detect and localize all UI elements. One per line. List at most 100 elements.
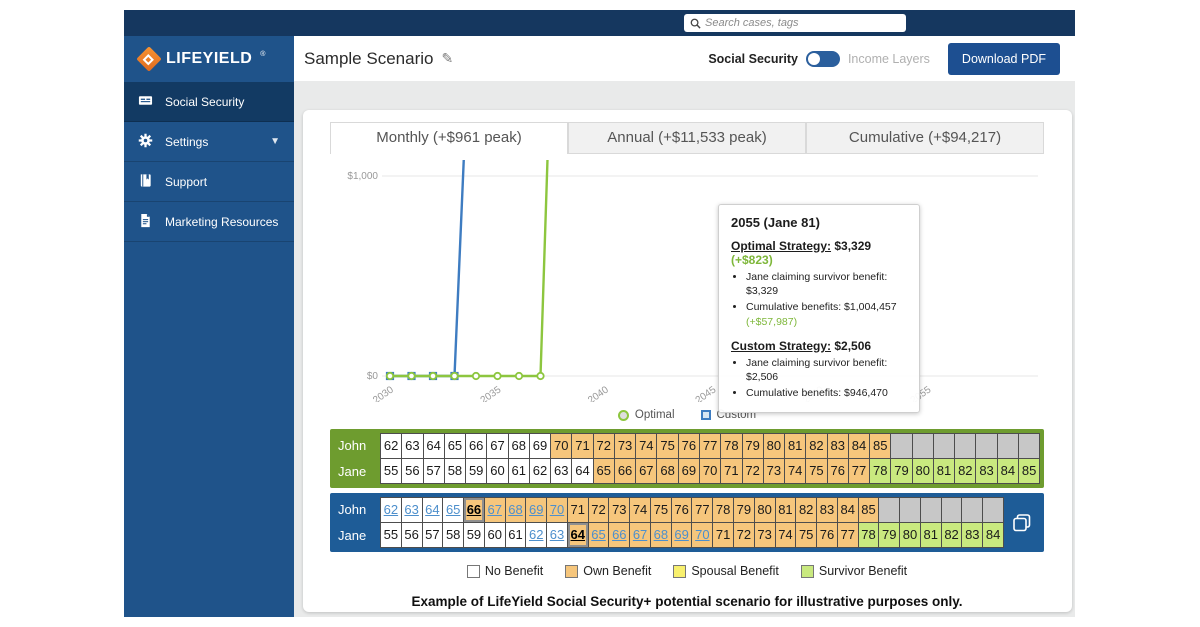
age-cell: 58 (442, 522, 465, 548)
age-cell: 84 (847, 433, 871, 459)
age-cell[interactable]: 66 (463, 497, 485, 523)
age-cell: 72 (733, 522, 755, 548)
edit-title-icon[interactable]: ✎ (441, 50, 454, 66)
age-cell-empty (890, 433, 913, 459)
optimal-marker-icon (617, 409, 629, 421)
age-cell[interactable]: 70 (546, 497, 568, 523)
age-cell: 71 (566, 497, 589, 523)
age-cell: 66 (613, 458, 637, 484)
benefit-legend-item-own-benefit: Own Benefit (565, 564, 651, 578)
download-pdf-button[interactable]: Download PDF (947, 42, 1060, 75)
search-box[interactable] (684, 14, 906, 32)
age-cell[interactable]: 65 (442, 497, 465, 523)
age-cell[interactable]: 66 (608, 522, 631, 548)
scenario-panel: Monthly (+$961 peak) Annual (+$11,533 pea… (303, 0, 1072, 612)
lifeyield-logo[interactable]: LifeYield ® (124, 36, 294, 82)
age-cell: 78 (857, 522, 880, 548)
age-cell[interactable]: 68 (649, 522, 672, 548)
swatch-icon (565, 564, 579, 578)
age-cell: 82 (795, 497, 818, 523)
age-cell: 77 (847, 458, 871, 484)
age-cell-empty (899, 497, 921, 523)
age-cell[interactable]: 62 (525, 522, 548, 548)
age-cell[interactable]: 69 (670, 522, 693, 548)
sidebar-item-social-security[interactable]: Social Security (124, 82, 294, 122)
age-cell: 61 (504, 522, 527, 548)
tab-annual[interactable]: Annual (+$11,533 peak) (568, 122, 806, 154)
age-cell[interactable]: 62 (380, 497, 402, 523)
custom-age-table: John Jane 62 63 64 65 66 67 68 69 70 71 72 73 74 75 76 77… (330, 493, 1044, 552)
age-cell[interactable]: 63 (546, 522, 568, 548)
document-icon (138, 213, 153, 231)
age-cell: 66 (465, 433, 488, 459)
age-cell: 69 (677, 458, 700, 484)
age-cell: 59 (463, 522, 485, 548)
age-cell[interactable]: 67 (629, 522, 651, 548)
age-cell: 71 (720, 458, 743, 484)
svg-text:$0: $0 (367, 371, 379, 382)
age-cell: 74 (629, 497, 651, 523)
age-cell-empty (1017, 433, 1041, 459)
benefit-legend: No Benefit Own Benefit Spousal Benefit Surv… (330, 564, 1044, 578)
age-cell: 83 (975, 458, 998, 484)
age-cell: 71 (712, 522, 735, 548)
age-cell: 84 (836, 497, 859, 523)
swatch-icon (673, 564, 687, 578)
custom-marker-icon (700, 410, 711, 420)
tooltip-section: Optimal Strategy: $3,329 (+$823)Jane cla… (731, 239, 907, 329)
age-cell: 78 (720, 433, 743, 459)
benefit-legend-item-spousal-benefit: Spousal Benefit (673, 564, 779, 578)
age-cell-empty (940, 497, 963, 523)
age-cell[interactable]: 64 (421, 497, 444, 523)
age-cell: 76 (826, 458, 849, 484)
age-cell: 72 (592, 433, 615, 459)
sidebar-item-label: Settings (165, 134, 209, 149)
age-cell: 76 (670, 497, 693, 523)
top-bar (124, 10, 1075, 36)
age-cell: 77 (691, 497, 714, 523)
age-cell: 80 (899, 522, 921, 548)
age-cell: 68 (507, 433, 530, 459)
page-title: Sample Scenario (304, 48, 434, 68)
sidebar-item-support[interactable]: Support (124, 162, 294, 202)
search-input[interactable] (705, 17, 900, 29)
age-cell: 55 (380, 458, 403, 484)
sidebar-item-marketing-resources[interactable]: Marketing Resources (124, 202, 294, 242)
copy-table-icon[interactable] (1004, 497, 1040, 548)
age-cell: 85 (1017, 458, 1041, 484)
age-cell: 85 (869, 433, 892, 459)
age-cell: 74 (784, 458, 807, 484)
age-cell[interactable]: 64 (566, 522, 589, 548)
sidebar-item-settings[interactable]: Settings ▼ (124, 122, 294, 162)
benefit-chart[interactable]: $0$1,000$2,000$3,000$4,000$5,000$6,00020… (330, 0, 1045, 406)
age-cell: 73 (608, 497, 631, 523)
age-cell[interactable]: 70 (691, 522, 714, 548)
age-cell: 60 (486, 458, 509, 484)
age-cell[interactable]: 69 (525, 497, 548, 523)
age-cell[interactable]: 63 (400, 497, 423, 523)
age-cell[interactable]: 68 (504, 497, 527, 523)
tab-monthly[interactable]: Monthly (+$961 peak) (330, 122, 568, 154)
age-cell: 65 (443, 433, 467, 459)
sidebar-item-label: Social Security (165, 94, 245, 109)
chevron-down-icon: ▼ (270, 136, 280, 147)
age-cell: 57 (421, 522, 444, 548)
page-header: Sample Scenario ✎ Social Security Income… (294, 36, 1075, 81)
age-cell-empty (911, 433, 934, 459)
age-cell[interactable]: 65 (587, 522, 610, 548)
age-cell: 79 (890, 458, 913, 484)
age-cell-empty (954, 433, 977, 459)
age-cell: 62 (380, 433, 403, 459)
age-cell: 80 (911, 458, 934, 484)
tab-cumulative[interactable]: Cumulative (+$94,217) (806, 122, 1044, 154)
age-cell: 77 (698, 433, 722, 459)
view-toggle[interactable] (805, 50, 840, 67)
chart-tooltip: 2055 (Jane 81) Optimal Strategy: $3,329 … (718, 204, 920, 414)
age-cell: 69 (528, 433, 552, 459)
age-cell: 73 (753, 522, 776, 548)
age-cell[interactable]: 67 (483, 497, 506, 523)
age-cell: 79 (741, 433, 764, 459)
age-cell: 68 (656, 458, 679, 484)
disclaimer-text: Example of LifeYield Social Security+ po… (411, 594, 963, 609)
age-cell: 72 (587, 497, 610, 523)
